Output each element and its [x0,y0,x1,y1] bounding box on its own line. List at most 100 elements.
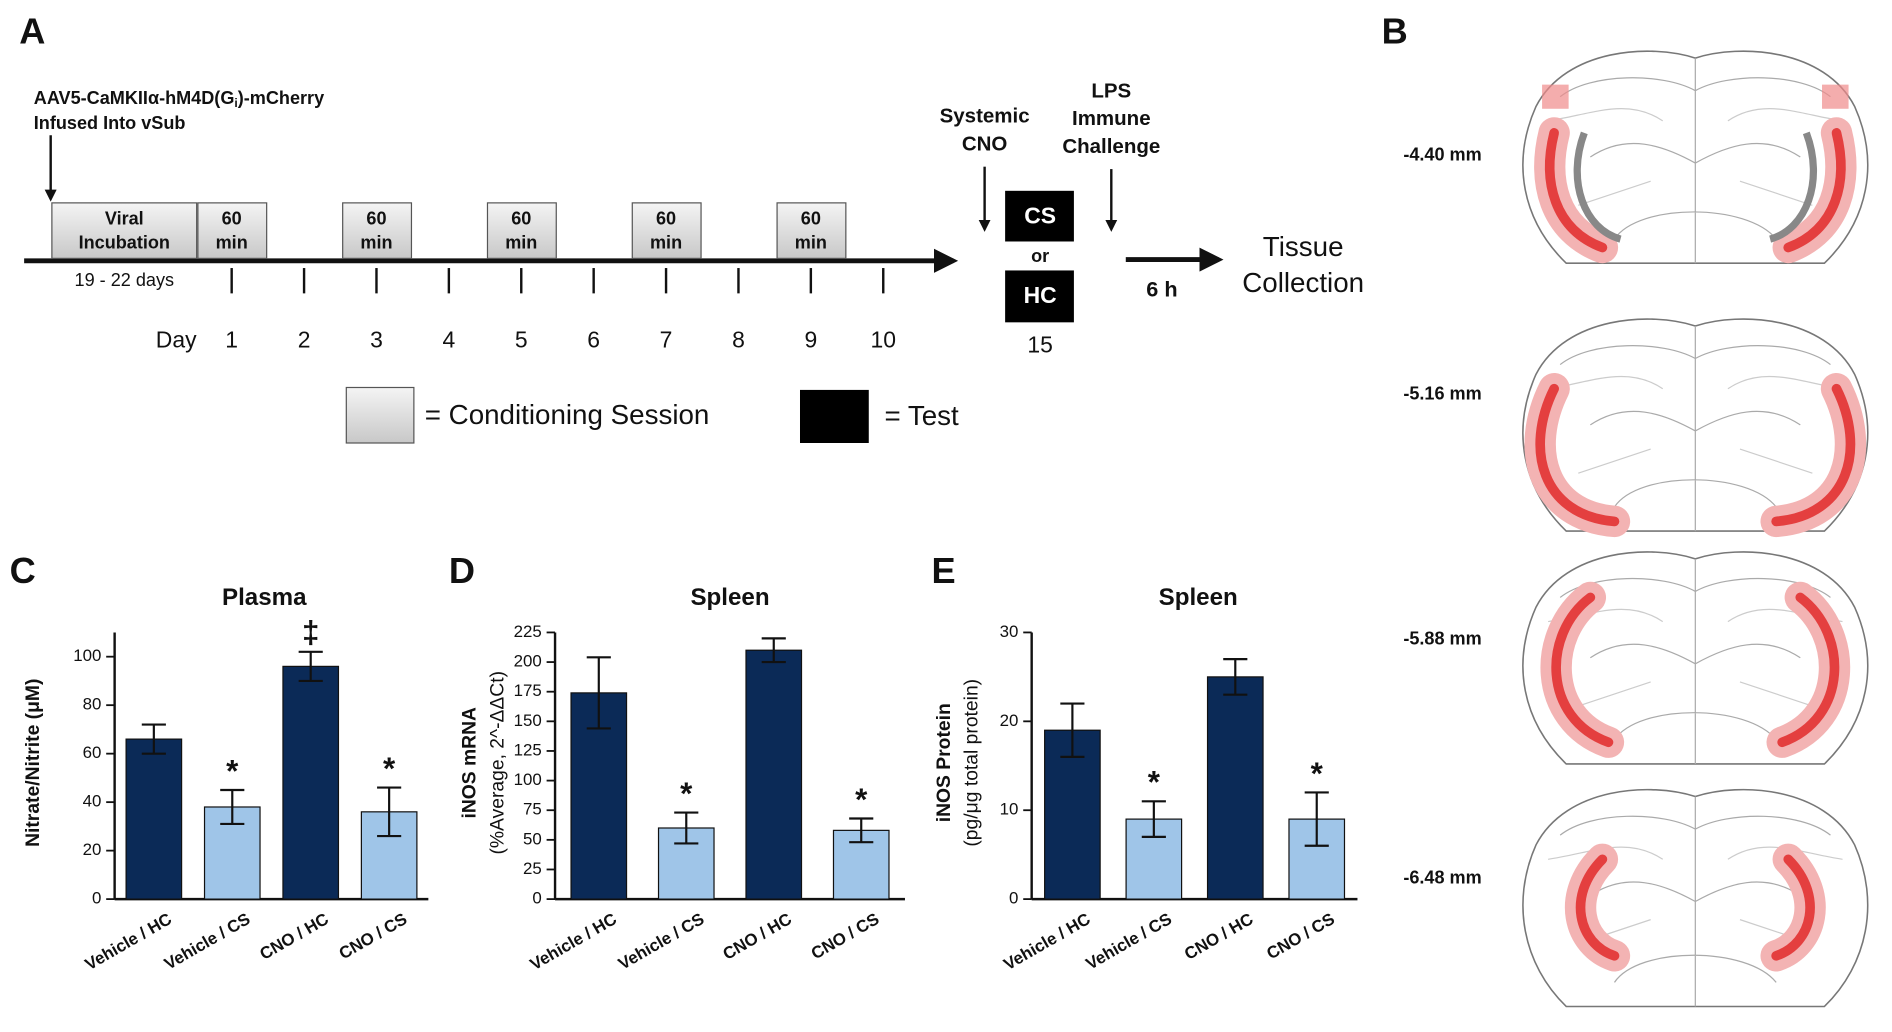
y-tick-label: 30 [1000,622,1019,641]
y-tick-label: 175 [514,681,542,700]
session-label: 60 [656,209,676,229]
session-label: 60 [222,209,242,229]
session-label: 60 [366,209,386,229]
error-bar [220,788,245,826]
session-box [486,202,557,259]
collection-label: Collection [1242,267,1364,298]
lesion-region [1777,592,1840,748]
brain-detail [1559,58,1831,264]
incubation-label: Incubation [79,233,170,253]
lesion-region [1544,128,1608,253]
error-bar [1141,800,1166,838]
x-tick-label: Vehicle / CS [1083,909,1175,973]
brain-section [1522,318,1869,538]
collection-label: Tissue [1263,231,1344,262]
y-axis-label: Nitrate/Nitrite (μM) [23,679,44,847]
session-label: min [795,233,827,253]
x-tick-label: Vehicle / CS [615,909,707,973]
incubation-box [51,202,198,259]
panel-label: C [10,550,36,591]
y-tick-label: 100 [514,770,542,789]
day-number: 7 [660,327,673,353]
brain-detail [1559,796,1831,1007]
section-label: -5.88 mm [1403,628,1481,648]
test-label: HC [1024,282,1057,308]
day-number: 1 [225,327,238,353]
y-tick-label: 20 [83,840,102,859]
section-label: -4.40 mm [1403,145,1481,165]
section-label: -5.16 mm [1403,384,1481,404]
chart-title: Spleen [1159,584,1238,611]
error-bar [1223,658,1248,696]
error-bar [1060,702,1085,758]
significance-marker: * [680,776,693,811]
day-number: 3 [370,327,383,353]
x-tick-label: CNO / HC [720,909,795,963]
session-label: 60 [511,209,531,229]
y-tick-label: 40 [83,792,102,811]
significance-marker: * [383,751,396,786]
session-box [197,202,268,259]
lesion-region [1822,84,1849,109]
test-day: 15 [1027,332,1052,358]
x-tick-label: CNO / HC [257,909,332,963]
y-tick-label: 150 [514,711,542,730]
y-axis-label: iNOS mRNA [460,707,481,819]
day-number: 9 [804,327,817,353]
brain-detail [1548,108,1843,206]
x-tick-label: CNO / CS [808,909,882,963]
x-tick-label: Vehicle / HC [1000,909,1093,974]
delay-label: 6 h [1146,277,1177,302]
session-label: 60 [801,209,821,229]
y-tick-label: 100 [73,646,101,665]
y-tick-label: 25 [523,859,542,878]
brain-detail [1573,131,1818,243]
session-label: min [360,233,392,253]
y-axis-label: (pg/μg total protein) [962,679,983,847]
x-tick-label: Vehicle / CS [161,909,253,973]
error-bar [1304,791,1329,847]
day-number: 10 [871,327,896,353]
lps-label: Immune [1072,107,1151,130]
day-number: 2 [298,327,311,353]
y-tick-label: 50 [523,829,542,848]
y-axis-label: (%Average, 2^-ΔΔCt) [487,671,508,855]
systemic-label: Systemic [940,105,1030,128]
error-bar [586,656,611,730]
y-tick-label: 200 [514,652,542,671]
legend-label: = Conditioning Session [425,399,710,430]
session-box [631,202,702,259]
day-number: 6 [587,327,600,353]
panel-label: D [449,550,475,591]
y-tick-label: 125 [514,740,542,759]
significance-marker: * [855,782,868,817]
significance-marker: * [226,753,239,788]
significance-marker: * [1148,765,1161,800]
brain-detail [1559,325,1831,532]
brain-section [1522,50,1869,264]
test-box [1005,270,1074,323]
brain-section [1522,788,1869,1008]
legend-label: = Test [884,400,959,431]
y-tick-label: 60 [83,743,102,762]
incubation-duration: 19 - 22 days [75,270,175,290]
timeline-panel: A AAV5-CaMKIIα-hM4D(Gi)-mCherry Infused … [19,11,1364,444]
test-box [1005,190,1074,242]
panel-label: E [932,550,956,591]
lesion-region [1783,128,1846,253]
x-tick-label: CNO / CS [336,909,410,963]
session-label: min [650,233,682,253]
bar [125,738,183,900]
x-tick-label: CNO / CS [1263,909,1337,963]
day-label: Day [156,327,197,353]
day-number: 5 [515,327,528,353]
error-bar [298,650,323,683]
virus-text: )-mCherry [238,88,324,108]
error-bar [141,723,166,755]
section-label: -6.48 mm [1403,867,1481,887]
error-bar [761,637,786,664]
legend-swatch [799,389,869,443]
legend-swatch [345,386,415,444]
chart-title: Plasma [222,584,307,611]
